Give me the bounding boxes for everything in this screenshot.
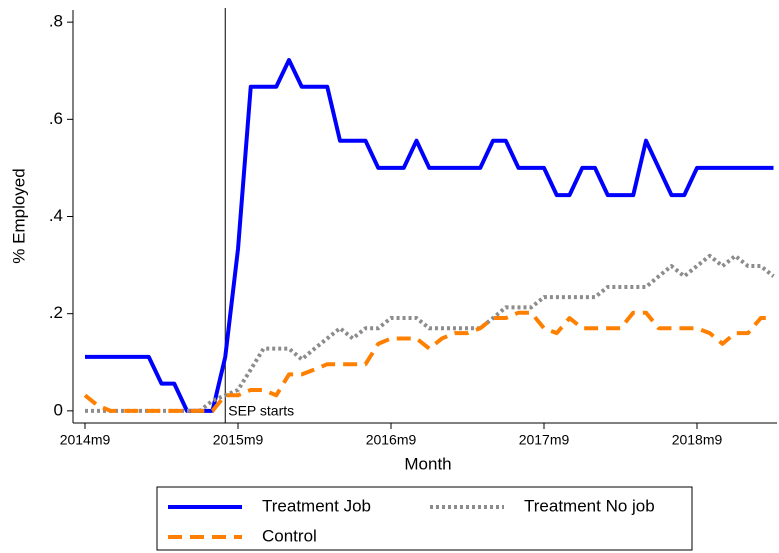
x-axis-label: Month xyxy=(404,454,451,473)
x-tick-label: 2015m9 xyxy=(213,432,264,448)
y-tick-label: .4 xyxy=(49,206,63,225)
x-tick-label: 2014m9 xyxy=(60,432,111,448)
annotation: SEP starts xyxy=(228,403,294,419)
data-line xyxy=(83,310,774,413)
y-tick-label: .6 xyxy=(49,109,63,128)
x-tick-label: 2016m9 xyxy=(366,432,417,448)
data-line xyxy=(85,58,774,413)
legend-label: Treatment Job xyxy=(262,496,371,515)
legend-box xyxy=(156,486,693,551)
legend-label: Treatment No job xyxy=(524,496,655,515)
data-line xyxy=(85,253,775,413)
y-axis-label: % Employed xyxy=(9,168,28,263)
x-tick-label: 2017m9 xyxy=(519,432,570,448)
y-tick-label: 0 xyxy=(54,400,63,419)
x-tick-label: 2018m9 xyxy=(672,432,723,448)
y-tick-label: .8 xyxy=(49,12,63,31)
legend-label: Control xyxy=(262,526,317,545)
y-tick-label: .2 xyxy=(49,303,63,322)
